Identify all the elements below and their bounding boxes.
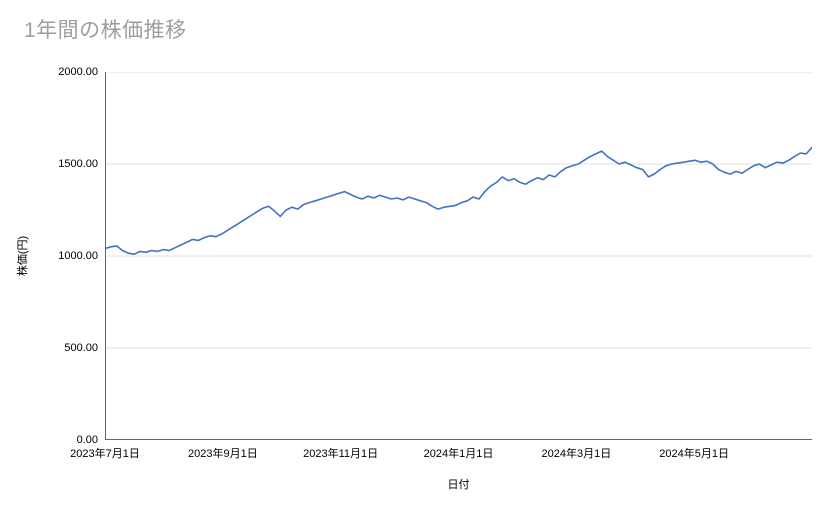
series-line (105, 146, 812, 255)
y-tick-label: 0.00 (76, 434, 98, 446)
y-axis-title: 株価(円) (17, 235, 29, 277)
x-tick-label: 2024年1月1日 (423, 448, 494, 460)
y-tick-label: 1500.00 (58, 158, 98, 170)
y-tick-label: 2000.00 (58, 66, 98, 78)
line-chart-svg (105, 72, 812, 440)
chart-title: 1年間の株価推移 (24, 19, 187, 42)
x-tick-label: 2024年5月1日 (659, 448, 729, 460)
x-axis-title: 日付 (447, 479, 470, 491)
x-tick-label: 2023年7月1日 (70, 448, 140, 460)
x-tick-label: 2023年11月1日 (303, 448, 379, 460)
y-tick-label: 1000.00 (58, 250, 98, 262)
plot-area (105, 72, 812, 440)
x-tick-label: 2024年3月1日 (541, 448, 612, 460)
y-tick-label: 500.00 (64, 342, 98, 354)
x-tick-label: 2023年9月1日 (187, 448, 258, 460)
